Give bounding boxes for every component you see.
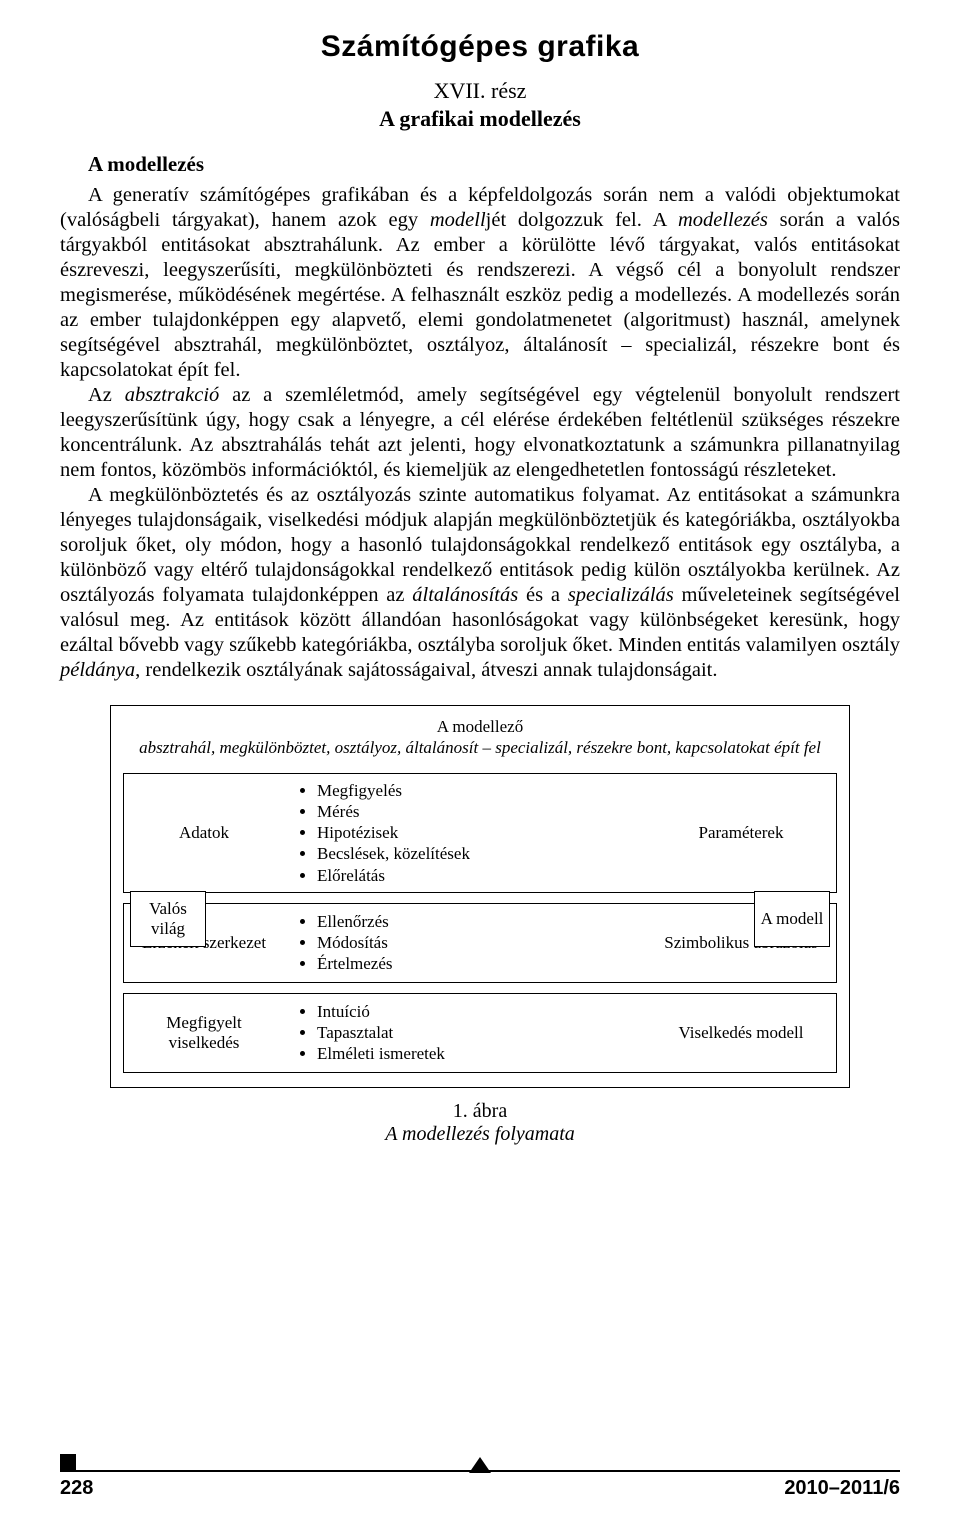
- diagram-row-2-left: Megfigyelt viselkedés: [124, 994, 284, 1072]
- figure-caption-text: A modellezés folyamata: [60, 1123, 900, 1146]
- footer-triangle-icon: [469, 1457, 491, 1473]
- diagram-outer-box: A modellező absztrahál, megkülönböztet, …: [110, 705, 850, 1088]
- diagram-right-box-label: A modell: [761, 909, 824, 929]
- paragraph-1: A generatív számítógépes grafikában és a…: [60, 183, 900, 383]
- diagram-row-1: Érzékelt szerkezet EllenőrzésMódosításÉr…: [123, 903, 837, 983]
- diagram-left-box: Valós világ: [130, 891, 206, 947]
- list-item: Előrelátás: [317, 865, 636, 886]
- diagram-title-line1: A modellező: [123, 716, 837, 737]
- page-number: 228: [60, 1477, 93, 1500]
- figure-caption: 1. ábra A modellezés folyamata: [60, 1100, 900, 1146]
- part-label: XVII. rész: [60, 78, 900, 104]
- list-item: Ellenőrzés: [317, 911, 636, 932]
- list-item: Értelmezés: [317, 953, 636, 974]
- diagram-right-box: A modell: [754, 891, 830, 947]
- list-item: Elméleti ismeretek: [317, 1043, 636, 1064]
- page-title: Számítógépes grafika: [60, 30, 900, 64]
- paragraph-2: Az absztrakció az a szemléletmód, amely …: [60, 383, 900, 483]
- section-heading: A modellezés: [60, 152, 900, 177]
- diagram-row-0-right: Paraméterek: [646, 774, 836, 892]
- diagram-row-2: Megfigyelt viselkedés IntuícióTapasztala…: [123, 993, 837, 1073]
- list-item: Becslések, közelítések: [317, 843, 636, 864]
- diagram-row-0-left: Adatok: [124, 774, 284, 892]
- diagram-title: A modellező absztrahál, megkülönböztet, …: [123, 716, 837, 759]
- list-item: Megfigyelés: [317, 780, 636, 801]
- diagram-title-line2: absztrahál, megkülönböztet, osztályoz, á…: [123, 737, 837, 758]
- diagram-row-0-mid: MegfigyelésMérésHipotézisekBecslések, kö…: [284, 774, 646, 892]
- issue-number: 2010–2011/6: [784, 1477, 900, 1500]
- list-item: Tapasztalat: [317, 1022, 636, 1043]
- list-item: Intuíció: [317, 1001, 636, 1022]
- paragraph-3: A megkülönböztetés és az osztályozás szi…: [60, 483, 900, 683]
- diagram-row-2-mid: IntuícióTapasztalatElméleti ismeretek: [284, 994, 646, 1072]
- page-footer: 228 2010–2011/6: [60, 1477, 900, 1500]
- diagram-row-0: Adatok MegfigyelésMérésHipotézisekBecslé…: [123, 773, 837, 893]
- list-item: Módosítás: [317, 932, 636, 953]
- diagram-left-box-label: Valós világ: [131, 899, 205, 938]
- diagram-row-2-right: Viselkedés modell: [646, 994, 836, 1072]
- figure-number: 1. ábra: [60, 1100, 900, 1123]
- diagram-container: Valós világ A modell A modellező absztra…: [60, 705, 900, 1088]
- diagram-row-1-mid: EllenőrzésMódosításÉrtelmezés: [284, 904, 646, 982]
- list-item: Hipotézisek: [317, 822, 636, 843]
- subtitle: A grafikai modellezés: [60, 106, 900, 132]
- list-item: Mérés: [317, 801, 636, 822]
- footer-square-icon: [60, 1454, 76, 1470]
